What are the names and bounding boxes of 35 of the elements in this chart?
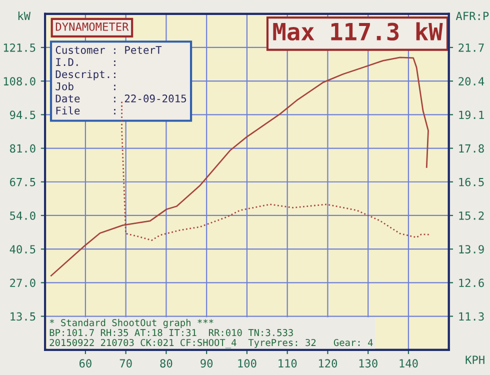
y2-tick-label: 21.7	[458, 43, 484, 52]
x-tick-label: 110	[278, 359, 297, 368]
y-tick-label: 81.0	[10, 144, 36, 153]
y2-tick-label: 16.5	[459, 178, 484, 186]
x-tick-label: 80	[160, 359, 172, 368]
y2-tick-label: 15.2	[459, 211, 484, 220]
x-tick-label: 130	[359, 359, 378, 368]
annotation: Max 117.3 kW	[273, 22, 443, 41]
y-tick-label: 54.0	[10, 211, 36, 220]
x-tick-label: 60	[79, 359, 92, 368]
y2-tick-label: 13.9	[459, 245, 484, 254]
y-tick-label: 40.5	[10, 245, 36, 254]
y2-tick-label: 19.1	[459, 110, 484, 120]
y-tick-label: 94.5	[10, 110, 36, 120]
y-tick-label: 13.5	[10, 312, 36, 321]
x-axis-title: KPH	[466, 356, 484, 364]
y-tick-label: 27.0	[10, 278, 36, 288]
y2-tick-label: 17.8	[459, 144, 484, 153]
y-tick-label: 108.0	[4, 77, 36, 86]
y2-tick-label: 20.4	[458, 77, 484, 86]
y2-axis-title: AFR:P	[456, 12, 489, 20]
y2-tick-label: 11.3	[459, 312, 484, 321]
annotation: * Standard ShootOut graph *** BP:101.7 RH:35 AT:18 IT:31 RR:010 TN:3.533 20150922 210703 CK:021 CF:SHOOT_4 TyrePres: 32 Gear: 4	[50, 318, 373, 348]
x-tick-label: 100	[238, 359, 256, 368]
y-tick-label: 121.5	[4, 43, 36, 52]
y-tick-label: 67.5	[10, 178, 36, 186]
y2-tick-label: 12.6	[459, 278, 484, 288]
x-tick-label: 90	[200, 359, 213, 368]
x-tick-label: 140	[400, 359, 418, 368]
annotation: Customer : PeterT I.D. : Descript.: Job : Date : 22-09-2015 File :	[56, 46, 186, 115]
x-tick-label: 120	[319, 359, 338, 368]
x-tick-label: 70	[120, 359, 132, 368]
annotation: DYNAMOMETER	[56, 22, 129, 31]
line-series	[50, 56, 429, 276]
y-axis-title: kW	[18, 12, 31, 20]
